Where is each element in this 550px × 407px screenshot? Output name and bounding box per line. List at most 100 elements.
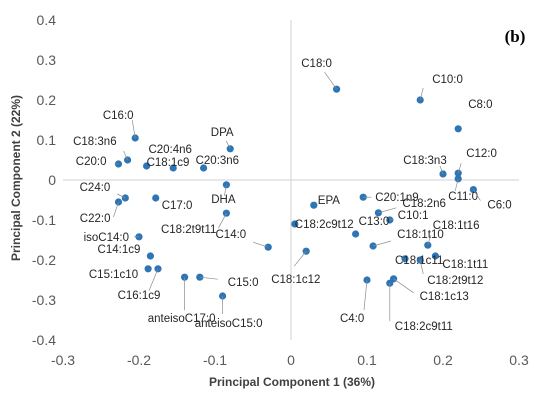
point-label: C8:0: [468, 99, 492, 111]
point-label: C14:1c9: [98, 244, 141, 256]
x-tick-label: 0.3: [509, 352, 529, 368]
leader-line: [419, 259, 424, 275]
point-label: C18:1t11: [442, 259, 488, 271]
leader-line: [393, 278, 414, 294]
point-label: C10:1: [398, 210, 429, 222]
scatter-point: [352, 230, 360, 238]
point-label: C18:2t9t12: [427, 275, 483, 287]
scatter-point: [143, 162, 151, 170]
y-tick-label: 0.2: [37, 92, 57, 108]
leader-line: [389, 218, 394, 221]
point-label: C18:2t9t11: [161, 224, 216, 236]
point-label: DPA: [211, 127, 234, 139]
leader-line: [454, 178, 459, 191]
point-label: C18:1c9: [147, 157, 190, 169]
x-tick-label: -0.1: [203, 352, 227, 368]
leader-line: [324, 71, 337, 90]
leader-line: [253, 241, 269, 248]
leader-line: [457, 163, 462, 174]
scatter-point: [169, 164, 177, 172]
point-label: anteisoC17:0: [148, 313, 216, 325]
leader-line: [117, 193, 126, 199]
point-label: C15:1c10: [89, 269, 138, 281]
y-tick-label: -0.4: [32, 332, 56, 348]
point-label: C18:1t16: [433, 220, 480, 232]
scatter-point: [454, 175, 462, 183]
point-label: C18:0: [301, 58, 332, 70]
leader-line: [293, 250, 307, 267]
point-label: C20:4n6: [148, 144, 191, 156]
leader-line: [218, 213, 227, 229]
y-axis-title: Principal Component 2 (22%): [9, 95, 23, 261]
point-label: C18:1c13: [420, 291, 469, 303]
point-label: C20:3n6: [196, 155, 239, 167]
scatter-point: [200, 164, 208, 172]
leader-line: [378, 207, 397, 214]
leader-line: [131, 119, 136, 139]
point-label: C22:0: [80, 213, 111, 225]
leader-line: [224, 184, 227, 196]
leader-line: [123, 150, 128, 161]
scatter-point: [302, 247, 310, 255]
leader-line: [427, 235, 432, 246]
points-layer: [114, 85, 477, 300]
scatter-point: [222, 209, 230, 217]
leader-line: [363, 279, 368, 311]
point-label: EPA: [318, 195, 340, 207]
leader-line: [372, 240, 392, 247]
scatter-point: [152, 194, 160, 202]
scatter-point: [401, 255, 409, 263]
point-label: anteisoC15:0: [195, 318, 263, 330]
point-label: C10:0: [432, 74, 463, 86]
point-label: C18:2c9t12: [295, 219, 354, 231]
point-label: C20:0: [76, 156, 107, 168]
scatter-point: [196, 273, 204, 281]
point-label: C20:1n9: [375, 192, 418, 204]
y-tick-label: -0.3: [32, 292, 56, 308]
leader-line: [419, 87, 424, 101]
point-label: C14:0: [216, 229, 247, 241]
leader-line: [113, 201, 119, 218]
point-label: C16:0: [103, 110, 134, 122]
scatter-point: [144, 265, 152, 273]
leader-line: [439, 165, 444, 175]
leader-line: [473, 189, 481, 201]
y-tick-label: 0.3: [37, 52, 57, 68]
point-label: C17:0: [162, 200, 193, 212]
point-label: C18:3n6: [73, 136, 116, 148]
point-label: C18:1t10: [397, 229, 444, 241]
point-label: C16:1c9: [118, 290, 161, 302]
x-axis-title: Principal Component 1 (36%): [209, 375, 375, 389]
point-label: C18:1c11: [395, 255, 443, 267]
scatter-point: [431, 252, 439, 260]
leader-line: [225, 140, 231, 149]
y-tick-label: 0.1: [37, 132, 57, 148]
point-label: C18:2n6: [402, 198, 445, 210]
scatter-point: [146, 252, 154, 260]
scatter-point: [291, 220, 299, 228]
point-label: C4:0: [340, 313, 364, 325]
x-tick-label: -0.3: [51, 352, 75, 368]
point-label: C24:0: [80, 182, 111, 194]
scatter-point: [454, 125, 462, 133]
scatter-point: [310, 201, 318, 209]
x-tick-label: 0: [287, 352, 295, 368]
point-label: C13:0: [359, 216, 390, 228]
scatter-point: [222, 181, 230, 189]
axes-layer: -0.3 -0.2 -0.1 0 0.1 0.2 0.3 -0.4 -0.3 -0.2 -0.1 0 0…: [32, 12, 529, 368]
x-tick-label: 0.1: [357, 352, 377, 368]
y-tick-label: -0.1: [32, 212, 56, 228]
point-label: isoC14:0: [84, 232, 129, 244]
x-tick-label: -0.2: [127, 352, 151, 368]
y-tick-label: -0.2: [32, 252, 56, 268]
point-label: C15:0: [228, 277, 259, 289]
y-tick-label: 0: [48, 172, 56, 188]
y-tick-label: 0.4: [37, 12, 57, 28]
x-tick-label: 0.2: [433, 352, 453, 368]
point-label: C6:0: [487, 200, 511, 212]
point-label: C11:0: [448, 191, 478, 203]
point-label: C18:2c9t11: [395, 321, 453, 333]
panel-label: (b): [505, 27, 526, 46]
